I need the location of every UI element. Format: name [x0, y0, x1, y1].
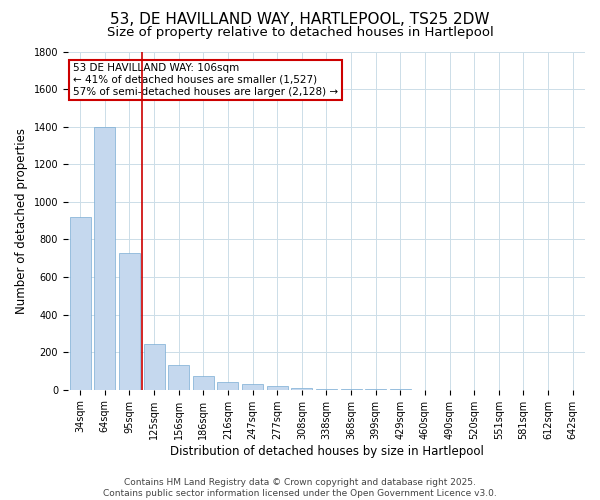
Bar [143, 344, 164, 390]
Text: 53, DE HAVILLAND WAY, HARTLEPOOL, TS25 2DW: 53, DE HAVILLAND WAY, HARTLEPOOL, TS25 2… [110, 12, 490, 28]
Bar [119, 252, 140, 390]
Bar [267, 386, 287, 390]
X-axis label: Distribution of detached houses by size in Hartlepool: Distribution of detached houses by size … [170, 444, 484, 458]
Bar [341, 389, 362, 390]
Bar [193, 376, 214, 390]
Bar [242, 384, 263, 390]
Bar [292, 388, 312, 390]
Bar [217, 382, 238, 390]
Bar [316, 389, 337, 390]
Text: Size of property relative to detached houses in Hartlepool: Size of property relative to detached ho… [107, 26, 493, 39]
Bar [94, 126, 115, 390]
Text: 53 DE HAVILLAND WAY: 106sqm
← 41% of detached houses are smaller (1,527)
57% of : 53 DE HAVILLAND WAY: 106sqm ← 41% of det… [73, 64, 338, 96]
Y-axis label: Number of detached properties: Number of detached properties [15, 128, 28, 314]
Bar [168, 366, 189, 390]
Bar [70, 217, 91, 390]
Text: Contains HM Land Registry data © Crown copyright and database right 2025.
Contai: Contains HM Land Registry data © Crown c… [103, 478, 497, 498]
